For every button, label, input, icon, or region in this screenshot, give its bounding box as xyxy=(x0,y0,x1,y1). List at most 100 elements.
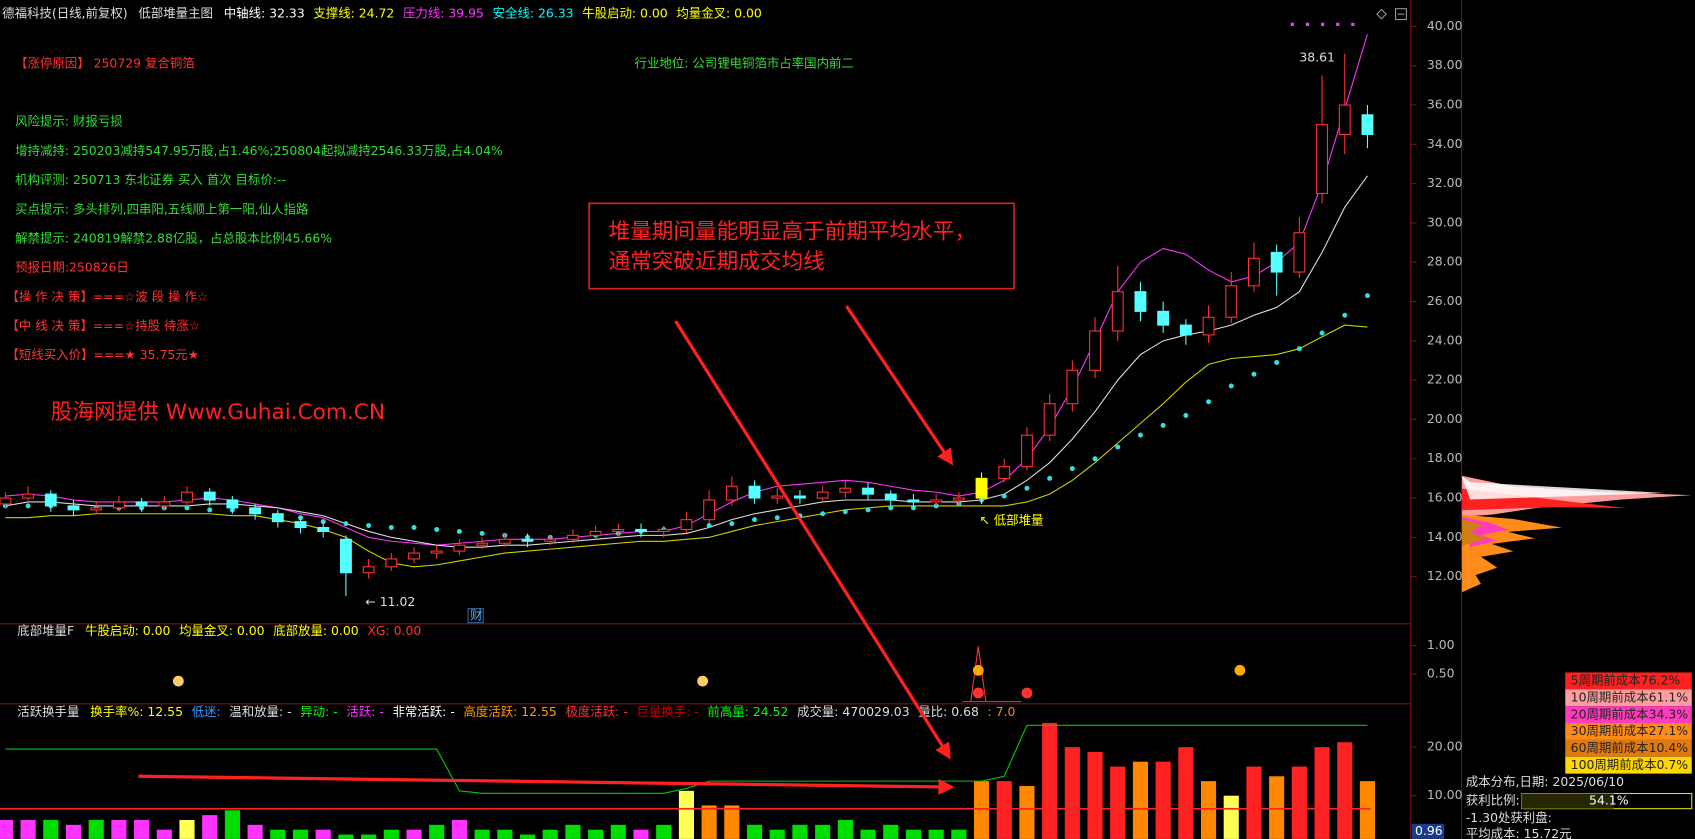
volume-bar xyxy=(497,829,513,839)
volume-bar xyxy=(406,829,422,839)
volume-bar xyxy=(1200,781,1217,839)
cost-row xyxy=(1565,706,1692,724)
price-annotation: ← 11.02 xyxy=(365,594,415,609)
guide-dot xyxy=(1183,413,1189,418)
info-line: 机构评测: 250713 东北证券 买入 首次 目标价:-- xyxy=(15,172,286,187)
volume-bar xyxy=(315,829,331,839)
volume-bar xyxy=(565,824,581,839)
signal-icon xyxy=(972,664,984,676)
candle-body xyxy=(975,477,988,499)
current-value: 0.96 xyxy=(1415,823,1443,838)
volume-bar xyxy=(701,805,717,839)
candle-body xyxy=(203,491,216,501)
candle-body xyxy=(1043,403,1056,436)
guide-dot xyxy=(1069,466,1075,472)
guide-dot xyxy=(1296,346,1302,352)
indicator-value: 安全线: 26.33 xyxy=(493,6,574,21)
y-tick-label: 26.00 xyxy=(1427,293,1463,308)
volume-bar xyxy=(542,829,558,839)
y-tick-label: 16.00 xyxy=(1427,490,1463,505)
event-box xyxy=(467,608,484,624)
candle-body xyxy=(1248,257,1260,287)
average-cost: 平均成本: 15.72元 xyxy=(1466,826,1572,839)
indicator-value: 牛股启动: 0.00 xyxy=(85,623,171,638)
candle-body xyxy=(1111,291,1124,332)
signal-dots xyxy=(1290,22,1355,27)
indicator-value: 成交量: 470029.03 xyxy=(797,704,910,719)
volume-bar xyxy=(451,819,467,839)
candle-body xyxy=(1020,434,1033,468)
guide-dot xyxy=(1206,399,1212,405)
guide-dot xyxy=(1115,444,1121,450)
callout-text: 通常突破近期成交均线 xyxy=(609,250,825,275)
indicator-value: 高度活跃: 12.55 xyxy=(463,704,556,719)
info-line: 解禁提示: 240819解禁2.88亿股，占总股本比例45.66% xyxy=(15,230,332,245)
volume-bar xyxy=(179,819,195,839)
candle-body xyxy=(1134,291,1147,312)
indicator-value: 活跃: - xyxy=(346,704,383,719)
volume-bar xyxy=(429,824,445,839)
candle-body xyxy=(612,528,625,532)
cost-row xyxy=(1565,672,1692,690)
watermark: 股海网提供 Www.Guhai.Com.CN xyxy=(51,400,385,425)
volume-bar xyxy=(1359,781,1376,839)
candle-body xyxy=(226,499,239,509)
volume-bar xyxy=(247,824,263,839)
candle-body xyxy=(657,528,670,532)
candle-body xyxy=(1157,310,1170,326)
indicator-value: 量比: 0.68 xyxy=(918,704,979,719)
candle-body xyxy=(521,538,534,542)
candle-body xyxy=(544,538,557,542)
indicator-value: : 7.0 xyxy=(988,704,1016,719)
volume-bar xyxy=(928,829,944,839)
volume-bar xyxy=(724,805,740,839)
guide-dot xyxy=(1092,456,1098,462)
price-annotation: 38.61 xyxy=(1299,50,1335,65)
guide-dot xyxy=(207,507,213,513)
cost-row xyxy=(1565,723,1692,740)
candle-body xyxy=(181,491,193,503)
volume-bar xyxy=(1291,766,1307,839)
candle-body xyxy=(249,507,262,515)
y-tick-label: 24.00 xyxy=(1427,332,1463,347)
volume-bar xyxy=(1087,751,1103,839)
info-line: 【短线买入价】===★ 35.75元★ xyxy=(6,347,198,362)
volume-bar xyxy=(270,829,286,839)
guide-dot xyxy=(1319,330,1325,336)
volume-bar xyxy=(519,834,536,839)
cost-row xyxy=(1565,756,1692,774)
callout-arrow xyxy=(845,305,954,466)
candle-body xyxy=(839,487,852,493)
profit-label: 获利比例: xyxy=(1466,793,1520,808)
volume-bar xyxy=(905,829,922,839)
candle-body xyxy=(907,499,920,503)
guide-dot xyxy=(184,505,190,511)
candle-body xyxy=(862,487,874,495)
y-tick-label: 22.00 xyxy=(1427,372,1463,387)
guide-dot xyxy=(479,530,485,536)
volume-bar xyxy=(656,824,672,839)
cost-row-label: 60周期前成本10.4% xyxy=(1571,740,1689,755)
volume-bar xyxy=(769,829,785,839)
candle-body xyxy=(453,544,466,552)
guide-dot xyxy=(842,509,848,515)
cost-row-label: 30周期前成本27.1% xyxy=(1571,723,1689,738)
indicator-value: 均量金叉: 0.00 xyxy=(179,623,265,638)
indicator-value: 巨量换手: - xyxy=(636,704,698,719)
info-line: 增持减持: 250203减持547.95万股,占1.46%;250804起拟减持… xyxy=(15,143,503,158)
panel-title: 底部堆量F xyxy=(17,623,74,638)
indicator-value: 低迷: xyxy=(192,704,221,719)
industry-note: 行业地位: 公司锂电铜箔市占率国内前二 xyxy=(635,55,854,70)
volume-bar xyxy=(1132,761,1149,839)
callout-text: 堆量期间量能明显高于前期平均水平， xyxy=(609,219,976,244)
cost-date: 成本分布,日期: 2025/06/10 xyxy=(1466,774,1624,789)
candle-body xyxy=(1316,124,1329,194)
y-tick-label: 10.00 xyxy=(1427,787,1463,802)
candle-body xyxy=(22,493,35,499)
volume-bar xyxy=(20,819,36,839)
volume-bar xyxy=(996,781,1012,839)
volume-bar xyxy=(678,790,694,839)
volume-bar xyxy=(1269,776,1285,839)
volume-bar xyxy=(338,834,354,839)
